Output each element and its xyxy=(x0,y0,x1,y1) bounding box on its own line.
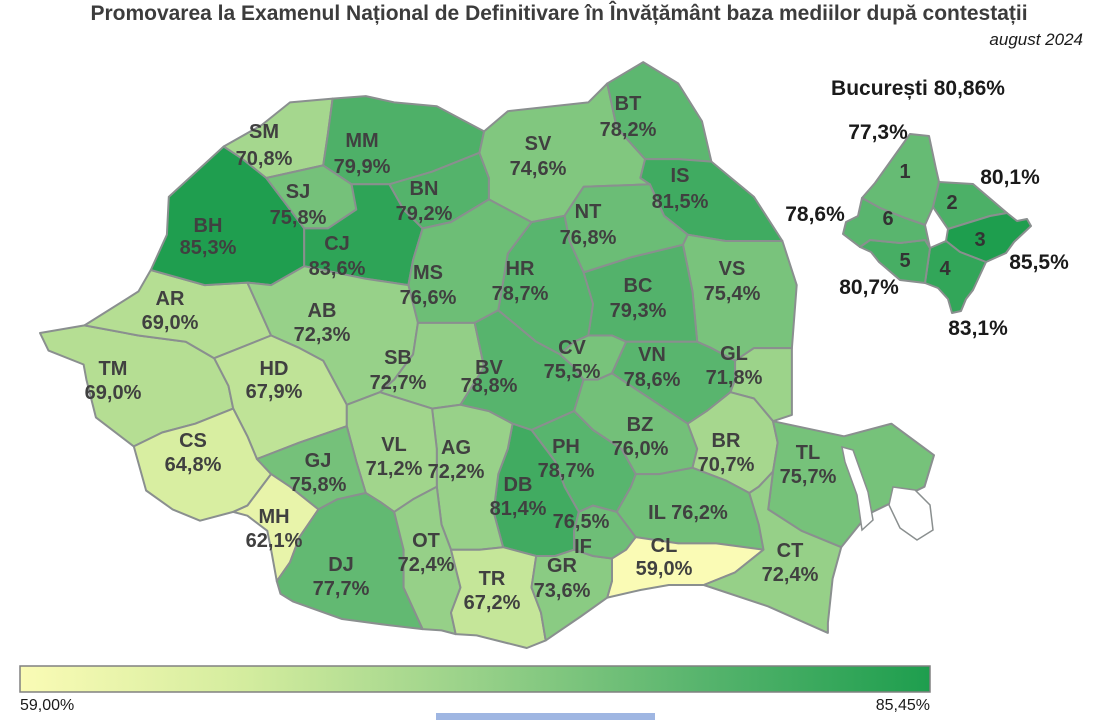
svg-text:AG: AG xyxy=(441,437,471,459)
svg-text:TR: TR xyxy=(479,568,506,590)
svg-text:70,8%: 70,8% xyxy=(236,148,293,170)
svg-text:62,1%: 62,1% xyxy=(246,530,303,552)
svg-text:75,8%: 75,8% xyxy=(290,474,347,496)
svg-text:72,4%: 72,4% xyxy=(762,564,819,586)
svg-text:DJ: DJ xyxy=(328,554,354,576)
svg-text:76,6%: 76,6% xyxy=(400,287,457,309)
svg-text:72,3%: 72,3% xyxy=(294,324,351,346)
svg-text:74,6%: 74,6% xyxy=(510,158,567,180)
svg-text:80,1%: 80,1% xyxy=(980,166,1040,189)
svg-text:71,8%: 71,8% xyxy=(706,367,763,389)
svg-text:59,0%: 59,0% xyxy=(636,558,693,580)
svg-text:79,9%: 79,9% xyxy=(334,156,391,178)
svg-text:77,3%: 77,3% xyxy=(848,121,908,144)
svg-text:BN: BN xyxy=(410,178,439,200)
svg-text:59,00%: 59,00% xyxy=(20,697,74,714)
svg-text:85,45%: 85,45% xyxy=(876,697,930,714)
svg-text:BC: BC xyxy=(624,275,653,297)
svg-text:CL: CL xyxy=(651,535,678,557)
svg-text:BT: BT xyxy=(615,93,642,115)
svg-text:81,4%: 81,4% xyxy=(490,498,547,520)
svg-text:72,2%: 72,2% xyxy=(428,461,485,483)
svg-text:CS: CS xyxy=(179,430,207,452)
svg-text:67,2%: 67,2% xyxy=(464,592,521,614)
svg-text:78,8%: 78,8% xyxy=(461,375,518,397)
svg-text:73,6%: 73,6% xyxy=(534,580,591,602)
svg-text:78,6%: 78,6% xyxy=(624,369,681,391)
svg-text:IF: IF xyxy=(574,536,592,558)
svg-text:BH: BH xyxy=(194,215,223,237)
svg-text:1: 1 xyxy=(899,161,910,183)
svg-text:83,6%: 83,6% xyxy=(309,258,366,280)
svg-text:71,2%: 71,2% xyxy=(366,458,423,480)
svg-text:OT: OT xyxy=(412,530,440,552)
svg-text:85,3%: 85,3% xyxy=(180,237,237,259)
svg-text:77,7%: 77,7% xyxy=(313,578,370,600)
svg-text:București 80,86%: București 80,86% xyxy=(831,77,1005,100)
svg-text:78,2%: 78,2% xyxy=(600,119,657,141)
svg-text:VL: VL xyxy=(381,434,407,456)
svg-text:MH: MH xyxy=(258,506,289,528)
svg-text:5: 5 xyxy=(899,250,910,272)
svg-text:81,5%: 81,5% xyxy=(652,191,709,213)
svg-text:75,8%: 75,8% xyxy=(270,207,327,229)
svg-text:6: 6 xyxy=(882,208,893,230)
svg-text:NT: NT xyxy=(575,201,602,223)
svg-text:VN: VN xyxy=(638,344,666,366)
svg-text:4: 4 xyxy=(939,258,951,280)
svg-text:76,8%: 76,8% xyxy=(560,227,617,249)
svg-text:VS: VS xyxy=(719,258,746,280)
svg-text:75,4%: 75,4% xyxy=(704,283,761,305)
svg-text:GL: GL xyxy=(720,343,748,365)
svg-text:SV: SV xyxy=(525,133,552,155)
svg-text:TL: TL xyxy=(796,442,820,464)
svg-text:CT: CT xyxy=(777,540,804,562)
svg-text:80,7%: 80,7% xyxy=(839,276,899,299)
svg-text:64,8%: 64,8% xyxy=(165,454,222,476)
svg-text:BR: BR xyxy=(712,430,741,452)
svg-text:69,0%: 69,0% xyxy=(142,312,199,334)
svg-text:76,5%: 76,5% xyxy=(553,511,610,533)
svg-text:85,5%: 85,5% xyxy=(1009,251,1069,274)
svg-text:AR: AR xyxy=(156,288,185,310)
svg-text:IS: IS xyxy=(671,165,690,187)
svg-text:GR: GR xyxy=(547,555,578,577)
svg-text:CV: CV xyxy=(558,337,586,359)
svg-text:PH: PH xyxy=(552,436,580,458)
svg-text:BV: BV xyxy=(475,357,503,379)
svg-text:BZ: BZ xyxy=(627,414,654,436)
svg-text:67,9%: 67,9% xyxy=(246,381,303,403)
svg-text:75,5%: 75,5% xyxy=(544,361,601,383)
svg-text:SJ: SJ xyxy=(286,181,310,203)
svg-text:76,0%: 76,0% xyxy=(612,438,669,460)
svg-text:HD: HD xyxy=(260,358,289,380)
svg-text:HR: HR xyxy=(506,258,535,280)
svg-text:69,0%: 69,0% xyxy=(85,382,142,404)
svg-text:75,7%: 75,7% xyxy=(780,466,837,488)
svg-text:70,7%: 70,7% xyxy=(698,454,755,476)
svg-text:IL 76,2%: IL 76,2% xyxy=(648,502,728,524)
svg-text:GJ: GJ xyxy=(305,450,332,472)
svg-text:72,7%: 72,7% xyxy=(370,372,427,394)
svg-text:78,7%: 78,7% xyxy=(492,283,549,305)
svg-text:78,7%: 78,7% xyxy=(538,460,595,482)
svg-text:DB: DB xyxy=(504,474,533,496)
svg-text:SM: SM xyxy=(249,121,279,143)
svg-text:MM: MM xyxy=(345,130,378,152)
svg-text:83,1%: 83,1% xyxy=(948,317,1008,340)
svg-text:79,3%: 79,3% xyxy=(610,300,667,322)
svg-text:79,2%: 79,2% xyxy=(396,203,453,225)
svg-text:TM: TM xyxy=(99,358,128,380)
svg-text:SB: SB xyxy=(384,347,412,369)
svg-text:2: 2 xyxy=(946,192,957,214)
svg-text:MS: MS xyxy=(413,262,443,284)
svg-text:3: 3 xyxy=(974,229,985,251)
svg-text:72,4%: 72,4% xyxy=(398,554,455,576)
svg-text:CJ: CJ xyxy=(324,233,350,255)
svg-text:78,6%: 78,6% xyxy=(785,203,845,226)
svg-text:AB: AB xyxy=(308,300,337,322)
